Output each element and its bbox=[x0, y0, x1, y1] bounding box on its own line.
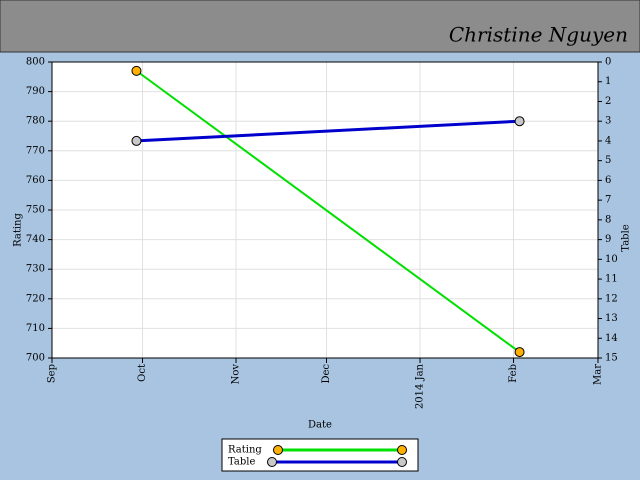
y2-axis-label: Table bbox=[621, 224, 632, 251]
y2-tick-label: 13 bbox=[605, 313, 618, 324]
y2-tick-label: 2 bbox=[605, 96, 611, 107]
point bbox=[514, 347, 525, 358]
y2-tick-label: 5 bbox=[605, 155, 611, 166]
x-tick-label: 2014 Jan bbox=[415, 363, 426, 409]
x-tick-label: Nov bbox=[231, 364, 242, 385]
legend-marker bbox=[397, 445, 407, 455]
y2-tick-label: 9 bbox=[605, 234, 611, 245]
y2-tick-label: 0 bbox=[605, 57, 611, 68]
y2-tick-label: 10 bbox=[605, 254, 618, 265]
y-tick-label: 760 bbox=[26, 175, 45, 186]
y2-tick-label: 14 bbox=[605, 333, 618, 344]
y2-tick-label: 4 bbox=[605, 135, 611, 146]
y-tick-label: 700 bbox=[26, 353, 45, 364]
user-name: Christine Nguyen bbox=[449, 23, 628, 47]
point bbox=[131, 65, 142, 76]
y-tick-label: 710 bbox=[26, 323, 45, 334]
y2-tick-label: 3 bbox=[605, 116, 611, 127]
y-tick-label: 770 bbox=[26, 145, 45, 156]
x-tick-label: Mar bbox=[593, 364, 604, 385]
x-tick-label: Feb bbox=[508, 364, 519, 383]
x-axis-label: Date bbox=[308, 420, 332, 431]
y2-tick-label: 15 bbox=[605, 353, 618, 364]
header bbox=[0, 0, 640, 53]
legend-marker bbox=[397, 457, 407, 467]
legend bbox=[221, 438, 419, 472]
y2-tick-label: 7 bbox=[605, 195, 611, 206]
legend-label: Rating bbox=[228, 445, 262, 456]
point bbox=[131, 135, 142, 146]
y-tick-label: 750 bbox=[26, 205, 45, 216]
x-tick-label: Oct bbox=[137, 364, 148, 382]
y2-tick-label: 8 bbox=[605, 214, 611, 225]
legend-label: Table bbox=[228, 457, 255, 468]
y-tick-label: 790 bbox=[26, 86, 45, 97]
y-tick-label: 730 bbox=[26, 264, 45, 275]
legend-marker bbox=[273, 445, 283, 455]
y2-tick-label: 12 bbox=[605, 293, 618, 304]
y2-tick-label: 11 bbox=[605, 274, 618, 285]
plot-border bbox=[51, 61, 599, 359]
y2-tick-label: 1 bbox=[605, 76, 611, 87]
y-tick-label: 740 bbox=[26, 234, 45, 245]
legend-marker bbox=[267, 457, 277, 467]
y-tick-label: 720 bbox=[26, 293, 45, 304]
x-tick-label: Dec bbox=[321, 364, 332, 384]
point bbox=[514, 116, 525, 127]
series-line bbox=[135, 70, 521, 353]
y-tick-label: 780 bbox=[26, 116, 45, 127]
series-line bbox=[136, 119, 520, 143]
y-tick-label: 800 bbox=[26, 57, 45, 68]
y-axis-label: Rating bbox=[13, 213, 24, 247]
y2-tick-label: 6 bbox=[605, 175, 611, 186]
x-tick-label: Sep bbox=[47, 364, 58, 383]
